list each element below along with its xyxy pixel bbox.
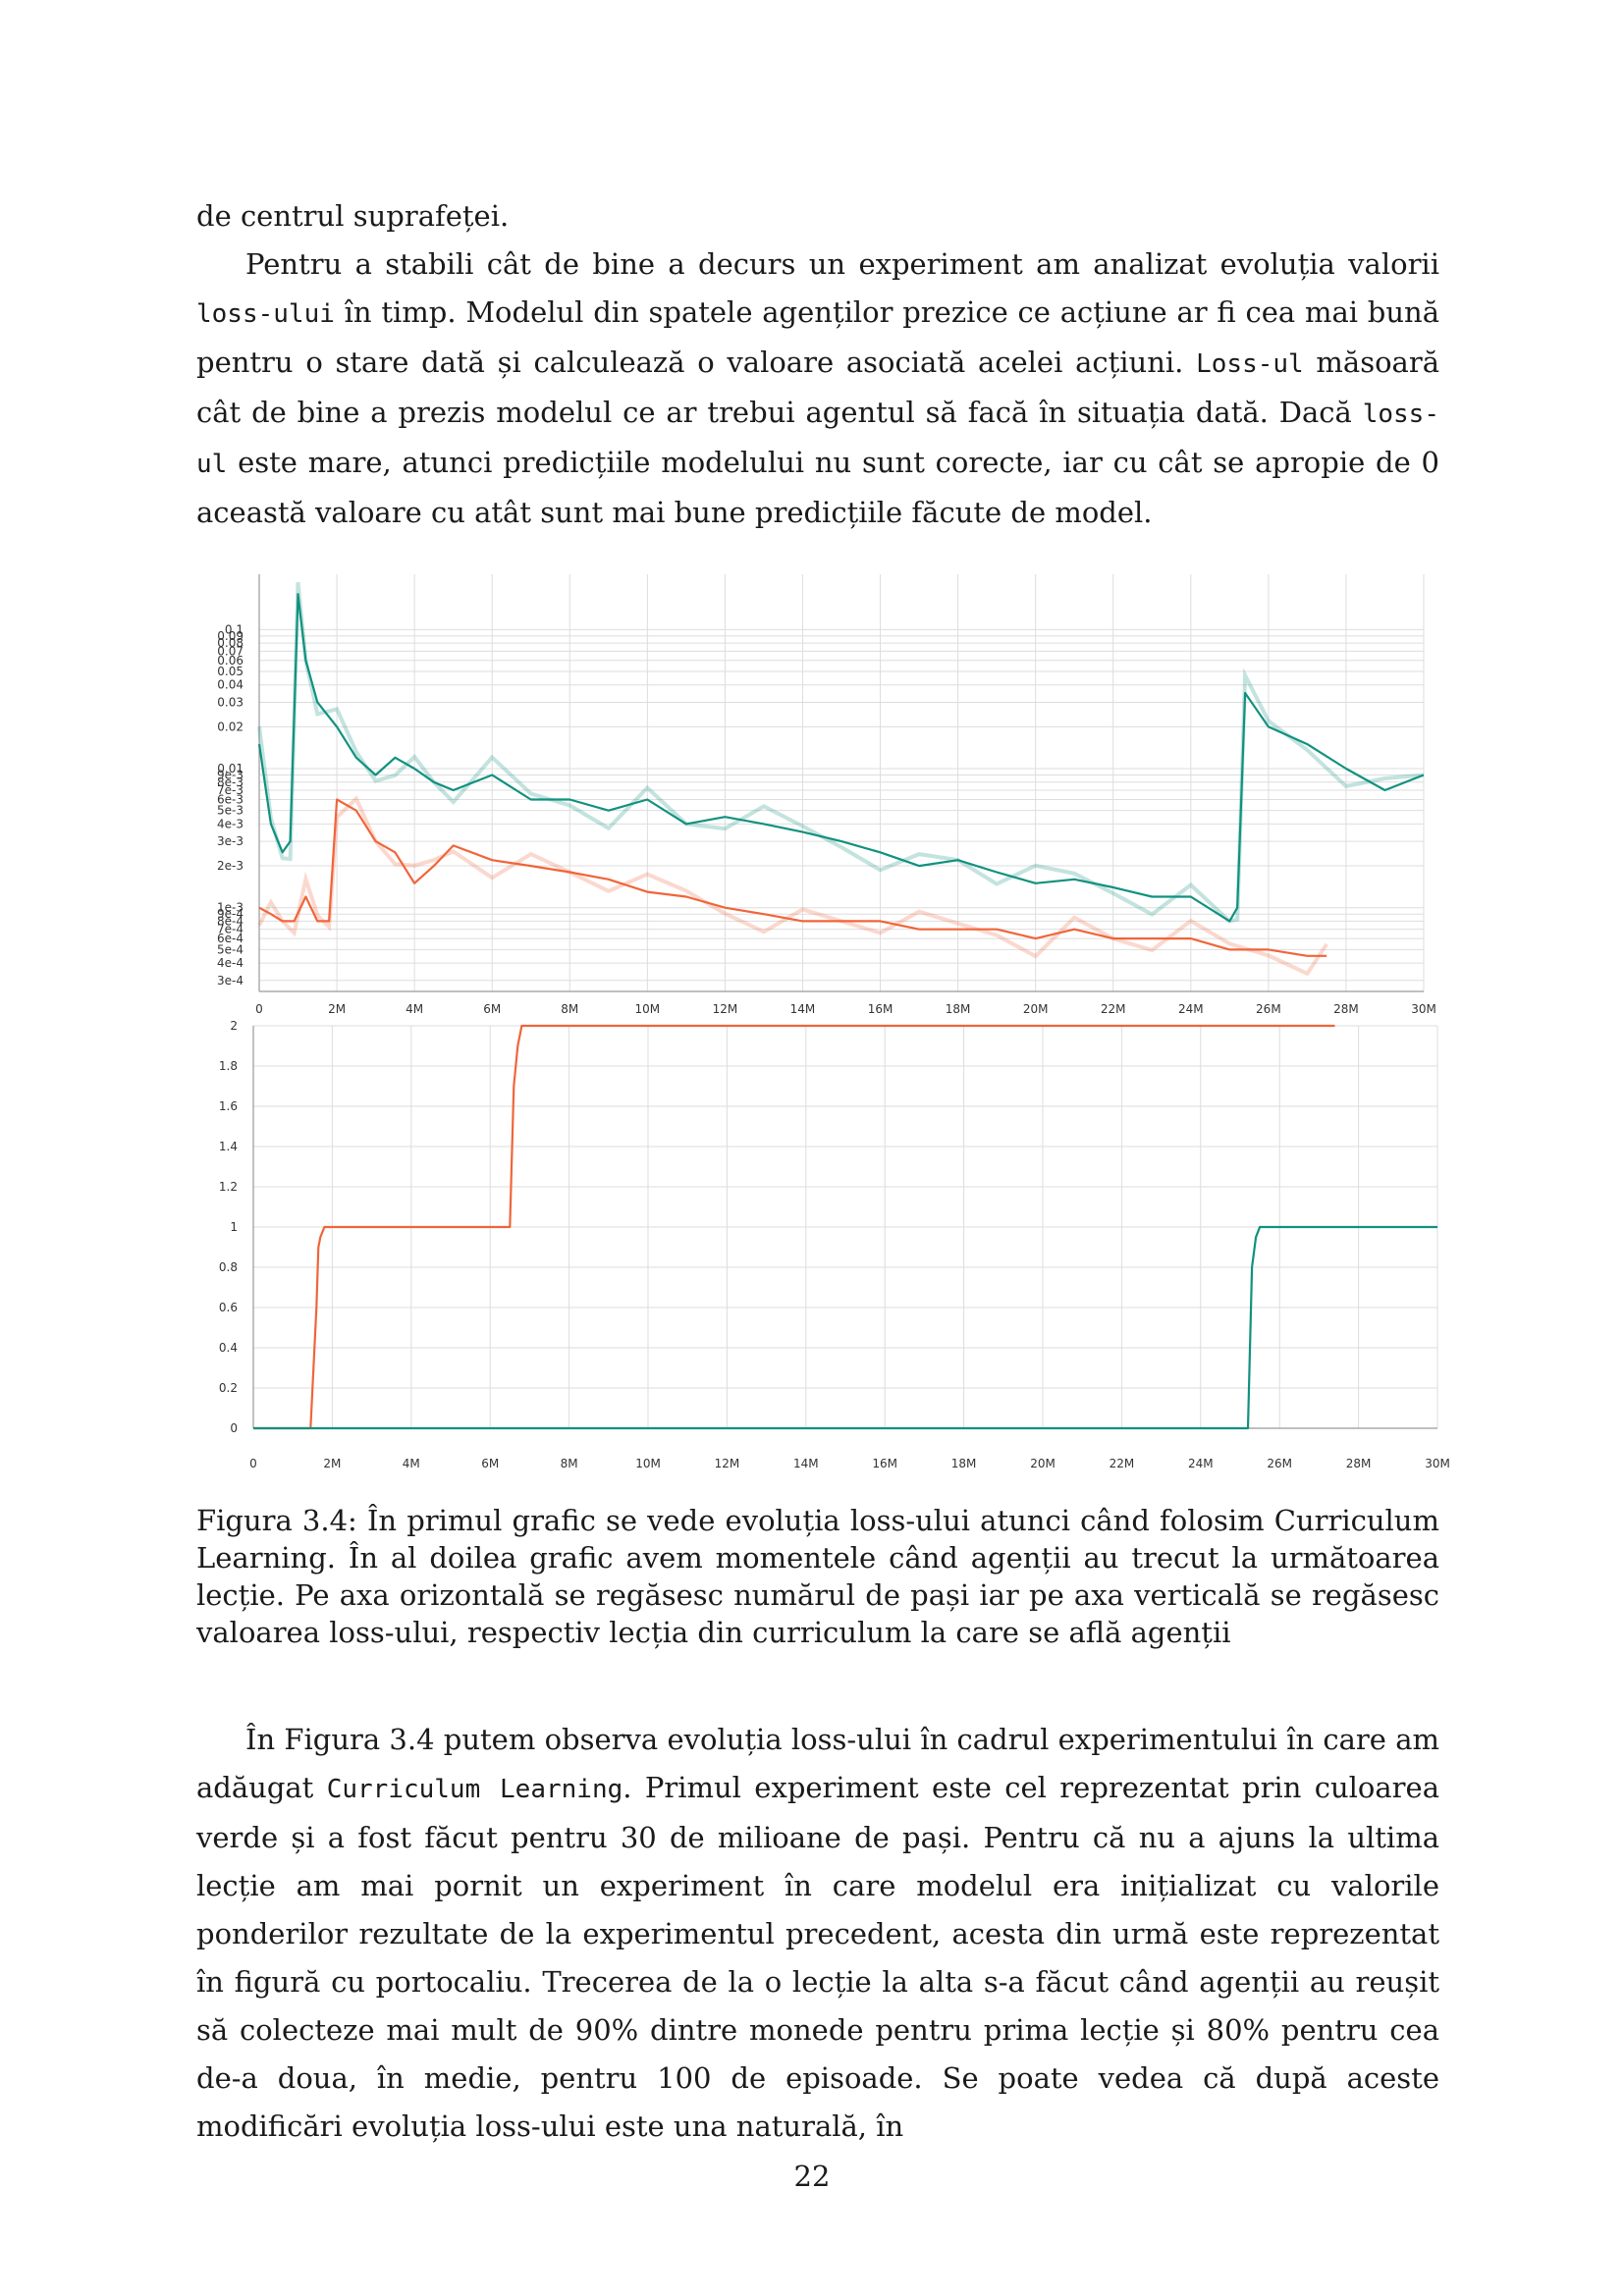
code-term: Loss-ul xyxy=(1196,349,1304,379)
y-tick-label: 3e-3 xyxy=(217,834,244,848)
y-tick-label: 9e-3 xyxy=(217,769,244,782)
y-tick-label: 0.05 xyxy=(217,665,244,678)
x-tick-label: 20M xyxy=(1023,1002,1049,1016)
x-tick-label: 10M xyxy=(635,1002,661,1016)
x-tick-label: 8M xyxy=(561,1457,578,1470)
x-tick-label: 0 xyxy=(249,1457,257,1470)
y-tick-label: 2e-3 xyxy=(217,859,244,873)
y-tick-label: 1.4 xyxy=(219,1140,238,1153)
y-tick-label: 3e-4 xyxy=(217,974,244,988)
x-tick-label: 14M xyxy=(793,1457,819,1470)
paragraph-intro-end: de centrul suprafeței. xyxy=(196,192,1439,240)
y-tick-label: 0.07 xyxy=(217,644,244,658)
series-line xyxy=(258,798,1327,957)
paragraph-text: în timp. Modelul din spatele agenților p… xyxy=(196,295,1439,379)
x-tick-label: 8M xyxy=(561,1002,578,1016)
x-tick-label: 22M xyxy=(1101,1002,1126,1016)
paragraph-text: măsoară cât de bine a prezis modelul ce … xyxy=(196,346,1439,429)
y-tick-label: 0.09 xyxy=(217,629,244,643)
paragraph-text: . Primul experiment este cel reprezentat… xyxy=(196,1771,1439,2143)
x-tick-label: 24M xyxy=(1178,1002,1204,1016)
paragraph-text: de centrul suprafeței. xyxy=(196,199,510,233)
x-tick-label: 16M xyxy=(868,1002,893,1016)
y-tick-label: 0.01 xyxy=(217,762,244,775)
paragraph-text: În Figura 3.4 putem observa evoluția los… xyxy=(196,1723,1439,1804)
y-tick-label: 8e-4 xyxy=(217,914,244,928)
y-tick-label: 1.8 xyxy=(219,1059,238,1073)
y-tick-label: 2 xyxy=(230,1019,238,1033)
y-tick-label: 0.08 xyxy=(217,636,244,650)
page-number: 22 xyxy=(793,2160,831,2193)
y-tick-label: 9e-4 xyxy=(217,907,244,921)
x-tick-label: 26M xyxy=(1267,1457,1292,1470)
y-tick-label: 0.03 xyxy=(217,695,244,709)
x-tick-label: 30M xyxy=(1425,1457,1450,1470)
series-line xyxy=(253,1225,1437,1430)
figure-caption: Figura 3.4: În primul grafic se vede evo… xyxy=(196,1504,1439,1649)
code-term: loss-ului xyxy=(196,299,335,329)
x-tick-label: 12M xyxy=(715,1457,740,1470)
y-tick-label: 1.6 xyxy=(219,1099,238,1113)
y-tick-label: 5e-4 xyxy=(217,942,244,956)
y-tick-label: 0 xyxy=(230,1421,238,1435)
y-tick-label: 7e-4 xyxy=(217,923,244,936)
y-tick-label: 1e-3 xyxy=(217,901,244,915)
paragraph-figure-discussion: În Figura 3.4 putem observa evoluția los… xyxy=(196,1716,1439,2151)
y-tick-label: 0.1 xyxy=(225,622,244,636)
y-tick-label: 4e-3 xyxy=(217,817,244,830)
x-tick-label: 14M xyxy=(790,1002,816,1016)
y-tick-label: 5e-3 xyxy=(217,804,244,818)
x-tick-label: 28M xyxy=(1333,1002,1359,1016)
y-tick-label: 0.6 xyxy=(219,1301,238,1314)
y-tick-label: 0.02 xyxy=(217,720,244,733)
x-tick-label: 26M xyxy=(1256,1002,1281,1016)
y-tick-label: 6e-3 xyxy=(217,792,244,806)
paragraph-loss-explanation: Pentru a stabili cât de bine a decurs un… xyxy=(196,240,1439,537)
paragraph-text: Pentru a stabili cât de bine a decurs un… xyxy=(245,247,1439,281)
series-line xyxy=(253,1024,1335,1430)
series-raw-line xyxy=(257,582,1425,924)
x-tick-label: 16M xyxy=(872,1457,897,1470)
x-tick-label: 0 xyxy=(255,1002,263,1016)
x-tick-label: 28M xyxy=(1346,1457,1372,1470)
series-line xyxy=(257,593,1425,923)
y-tick-label: 6e-4 xyxy=(217,932,244,945)
code-term: loss-ul xyxy=(196,400,1439,479)
code-term: Curriculum Learning xyxy=(326,1775,623,1804)
y-tick-label: 4e-4 xyxy=(217,956,244,970)
series-raw-line xyxy=(257,795,1328,977)
x-tick-label: 4M xyxy=(406,1002,423,1016)
x-tick-label: 2M xyxy=(328,1002,346,1016)
x-tick-label: 4M xyxy=(403,1457,420,1470)
y-tick-label: 0.04 xyxy=(217,678,244,692)
x-tick-label: 30M xyxy=(1411,1002,1436,1016)
y-tick-label: 1 xyxy=(230,1220,238,1234)
x-tick-label: 20M xyxy=(1030,1457,1056,1470)
y-tick-label: 0.8 xyxy=(219,1260,238,1274)
x-tick-label: 2M xyxy=(323,1457,341,1470)
paragraph-text: este mare, atunci predicțiile modelului … xyxy=(196,446,1439,529)
x-tick-label: 6M xyxy=(481,1457,499,1470)
y-tick-label: 8e-3 xyxy=(217,775,244,789)
y-tick-label: 0.2 xyxy=(219,1381,238,1395)
y-tick-label: 1.2 xyxy=(219,1180,238,1194)
figure-3-4-charts: 0 2M 4M 6M 8M 10M 12M 14M 16M 18M 20M 22M 24M 26M 28M 3… xyxy=(217,574,1450,1470)
x-tick-label: 22M xyxy=(1110,1457,1135,1470)
y-tick-label: 7e-3 xyxy=(217,783,244,797)
x-tick-label: 24M xyxy=(1188,1457,1214,1470)
x-tick-label: 6M xyxy=(483,1002,501,1016)
x-tick-label: 18M xyxy=(951,1457,977,1470)
x-tick-label: 12M xyxy=(713,1002,738,1016)
x-tick-label: 10M xyxy=(635,1457,661,1470)
x-tick-label: 18M xyxy=(946,1002,971,1016)
y-tick-label: 0.06 xyxy=(217,654,244,667)
y-tick-label: 0.4 xyxy=(219,1341,238,1355)
